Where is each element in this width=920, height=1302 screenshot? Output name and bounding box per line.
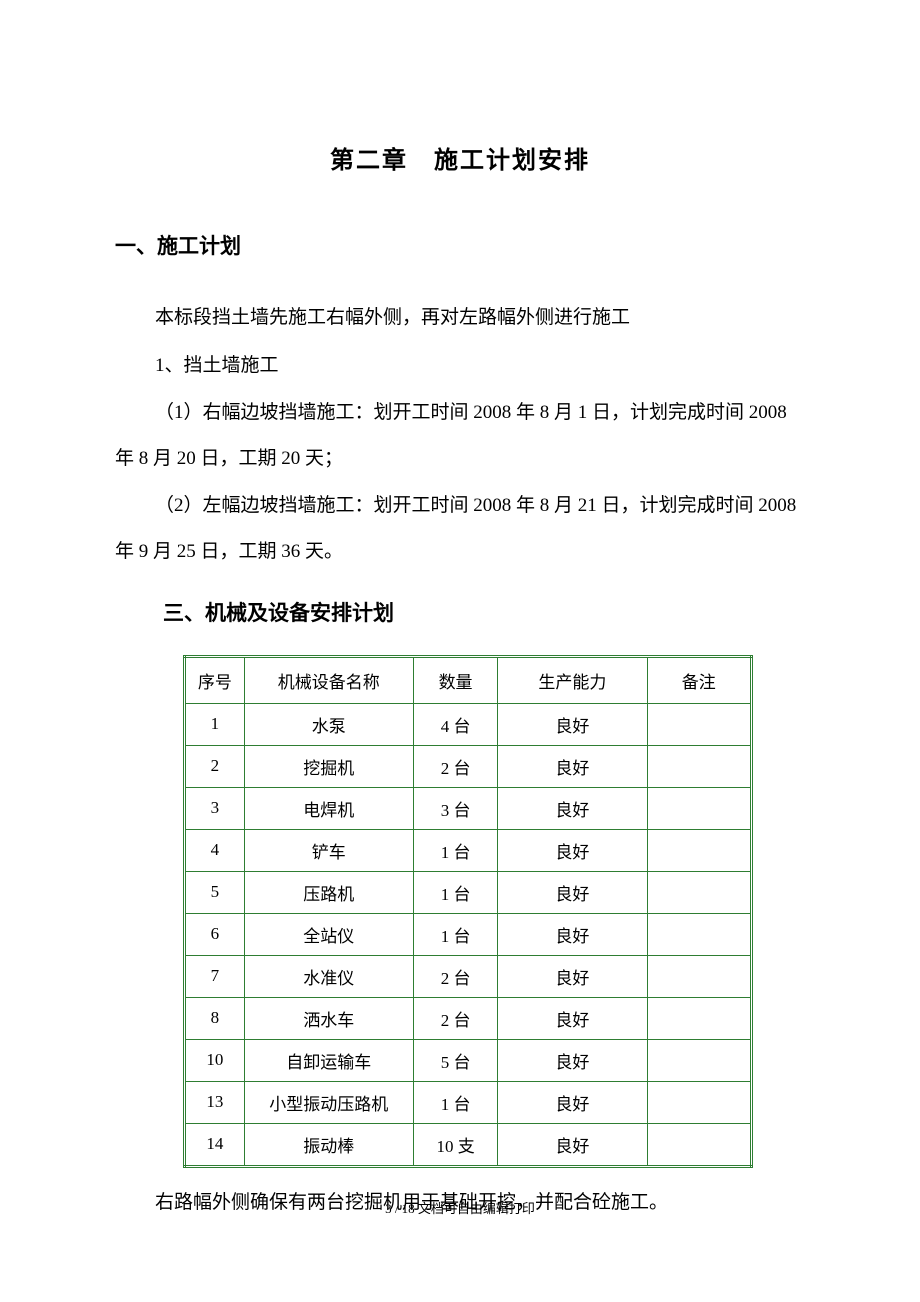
table-row: 10 自卸运输车 5 台 良好: [185, 1039, 752, 1081]
cell-note: [647, 1039, 752, 1081]
cell-index: 5: [185, 871, 245, 913]
cell-qty: 5 台: [413, 1039, 498, 1081]
cell-qty: 2 台: [413, 997, 498, 1039]
table-row: 6 全站仪 1 台 良好: [185, 913, 752, 955]
cell-note: [647, 703, 752, 745]
table-row: 5 压路机 1 台 良好: [185, 871, 752, 913]
paragraph-item1-2: （2）左幅边坡挡墙施工：划开工时间 2008 年 8 月 21 日，计划完成时间…: [115, 483, 805, 574]
paragraph-item1: 1、挡土墙施工: [115, 343, 805, 389]
cell-qty: 1 台: [413, 829, 498, 871]
paragraph-intro: 本标段挡土墙先施工右幅外侧，再对左路幅外侧进行施工: [115, 295, 805, 341]
cell-note: [647, 829, 752, 871]
col-header-name: 机械设备名称: [244, 656, 413, 703]
cell-note: [647, 955, 752, 997]
cell-name: 自卸运输车: [244, 1039, 413, 1081]
cell-name: 洒水车: [244, 997, 413, 1039]
cell-cap: 良好: [498, 1081, 647, 1123]
chapter-title: 第二章 施工计划安排: [115, 140, 805, 175]
cell-index: 8: [185, 997, 245, 1039]
cell-index: 4: [185, 829, 245, 871]
cell-cap: 良好: [498, 703, 647, 745]
cell-cap: 良好: [498, 1123, 647, 1166]
cell-note: [647, 871, 752, 913]
table-row: 13 小型振动压路机 1 台 良好: [185, 1081, 752, 1123]
equipment-table: 序号 机械设备名称 数量 生产能力 备注 1 水泵 4 台 良好 2 挖掘机 2…: [183, 655, 753, 1168]
cell-name: 水准仪: [244, 955, 413, 997]
cell-qty: 4 台: [413, 703, 498, 745]
cell-name: 全站仪: [244, 913, 413, 955]
cell-note: [647, 1081, 752, 1123]
table-row: 3 电焊机 3 台 良好: [185, 787, 752, 829]
cell-qty: 1 台: [413, 1081, 498, 1123]
cell-note: [647, 1123, 752, 1166]
cell-note: [647, 997, 752, 1039]
col-header-cap: 生产能力: [498, 656, 647, 703]
section-plan-heading: 一、施工计划: [115, 230, 805, 260]
table-row: 2 挖掘机 2 台 良好: [185, 745, 752, 787]
page-content: 第二章 施工计划安排 一、施工计划 本标段挡土墙先施工右幅外侧，再对左路幅外侧进…: [0, 0, 920, 1285]
table-row: 14 振动棒 10 支 良好: [185, 1123, 752, 1166]
table-header-row: 序号 机械设备名称 数量 生产能力 备注: [185, 656, 752, 703]
cell-name: 水泵: [244, 703, 413, 745]
cell-qty: 2 台: [413, 955, 498, 997]
cell-note: [647, 787, 752, 829]
cell-index: 7: [185, 955, 245, 997]
cell-qty: 10 支: [413, 1123, 498, 1166]
cell-cap: 良好: [498, 913, 647, 955]
cell-index: 3: [185, 787, 245, 829]
cell-qty: 1 台: [413, 871, 498, 913]
cell-cap: 良好: [498, 745, 647, 787]
cell-index: 6: [185, 913, 245, 955]
table-row: 1 水泵 4 台 良好: [185, 703, 752, 745]
cell-name: 振动棒: [244, 1123, 413, 1166]
cell-index: 2: [185, 745, 245, 787]
cell-index: 13: [185, 1081, 245, 1123]
page-footer: 3 / 18 文档可自由编辑打印: [0, 1198, 920, 1217]
cell-index: 1: [185, 703, 245, 745]
cell-name: 挖掘机: [244, 745, 413, 787]
cell-note: [647, 913, 752, 955]
cell-qty: 3 台: [413, 787, 498, 829]
cell-cap: 良好: [498, 871, 647, 913]
col-header-qty: 数量: [413, 656, 498, 703]
col-header-note: 备注: [647, 656, 752, 703]
table-row: 4 铲车 1 台 良好: [185, 829, 752, 871]
cell-cap: 良好: [498, 787, 647, 829]
cell-cap: 良好: [498, 997, 647, 1039]
table-body: 1 水泵 4 台 良好 2 挖掘机 2 台 良好 3 电焊机 3 台 良好: [185, 703, 752, 1166]
cell-note: [647, 745, 752, 787]
col-header-index: 序号: [185, 656, 245, 703]
cell-cap: 良好: [498, 1039, 647, 1081]
table-row: 8 洒水车 2 台 良好: [185, 997, 752, 1039]
cell-name: 压路机: [244, 871, 413, 913]
paragraph-item1-1: （1）右幅边坡挡墙施工：划开工时间 2008 年 8 月 1 日，计划完成时间 …: [115, 390, 805, 481]
cell-name: 铲车: [244, 829, 413, 871]
cell-index: 14: [185, 1123, 245, 1166]
cell-name: 电焊机: [244, 787, 413, 829]
cell-qty: 1 台: [413, 913, 498, 955]
cell-cap: 良好: [498, 829, 647, 871]
section-equipment-heading: 三、机械及设备安排计划: [115, 597, 805, 627]
table-row: 7 水准仪 2 台 良好: [185, 955, 752, 997]
cell-name: 小型振动压路机: [244, 1081, 413, 1123]
cell-cap: 良好: [498, 955, 647, 997]
cell-qty: 2 台: [413, 745, 498, 787]
cell-index: 10: [185, 1039, 245, 1081]
